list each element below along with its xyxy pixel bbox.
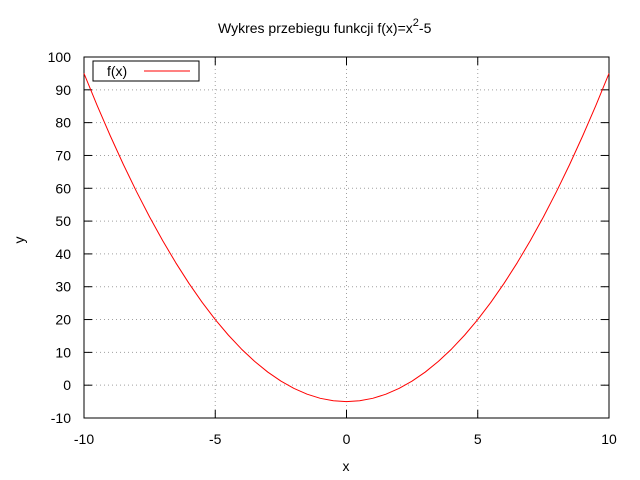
y-axis-label: y [11, 237, 27, 244]
chart-title-suffix: -5 [419, 20, 432, 36]
series-line-fx [83, 73, 610, 403]
chart-title: Wykres przebiegu funkcji f(x)=x2-5 [218, 17, 432, 36]
x-tick-label: 10 [601, 431, 617, 447]
legend-label: f(x) [107, 63, 127, 79]
series-layer [83, 73, 610, 403]
legend: f(x) [92, 60, 200, 82]
y-tick-label: 10 [55, 344, 71, 360]
chart-title-superscript: 2 [413, 17, 419, 29]
grid-layer [84, 57, 609, 418]
x-tick-label: 5 [474, 431, 482, 447]
x-axis-label: x [343, 458, 350, 474]
y-tick-label: 70 [55, 147, 71, 163]
x-tick-label: -5 [209, 431, 222, 447]
x-tick-label: -10 [74, 431, 94, 447]
x-tick-label: 0 [343, 431, 351, 447]
y-tick-label: 90 [55, 82, 71, 98]
y-tick-label: 30 [55, 279, 71, 295]
y-tick-label: 20 [55, 312, 71, 328]
y-tick-label: 0 [63, 377, 71, 393]
y-tick-label: 80 [55, 115, 71, 131]
y-tick-label: -10 [51, 410, 71, 426]
y-tick-label: 50 [55, 213, 71, 229]
ticks-layer: -10 0 10 20 30 40 50 60 70 80 90 100 -10 -5 0 5 10 [48, 49, 617, 447]
y-tick-label: 40 [55, 246, 71, 262]
y-tick-label: 100 [48, 49, 72, 65]
y-tick-label: 60 [55, 180, 71, 196]
chart-title-main: Wykres przebiegu funkcji f(x)=x [218, 20, 413, 36]
